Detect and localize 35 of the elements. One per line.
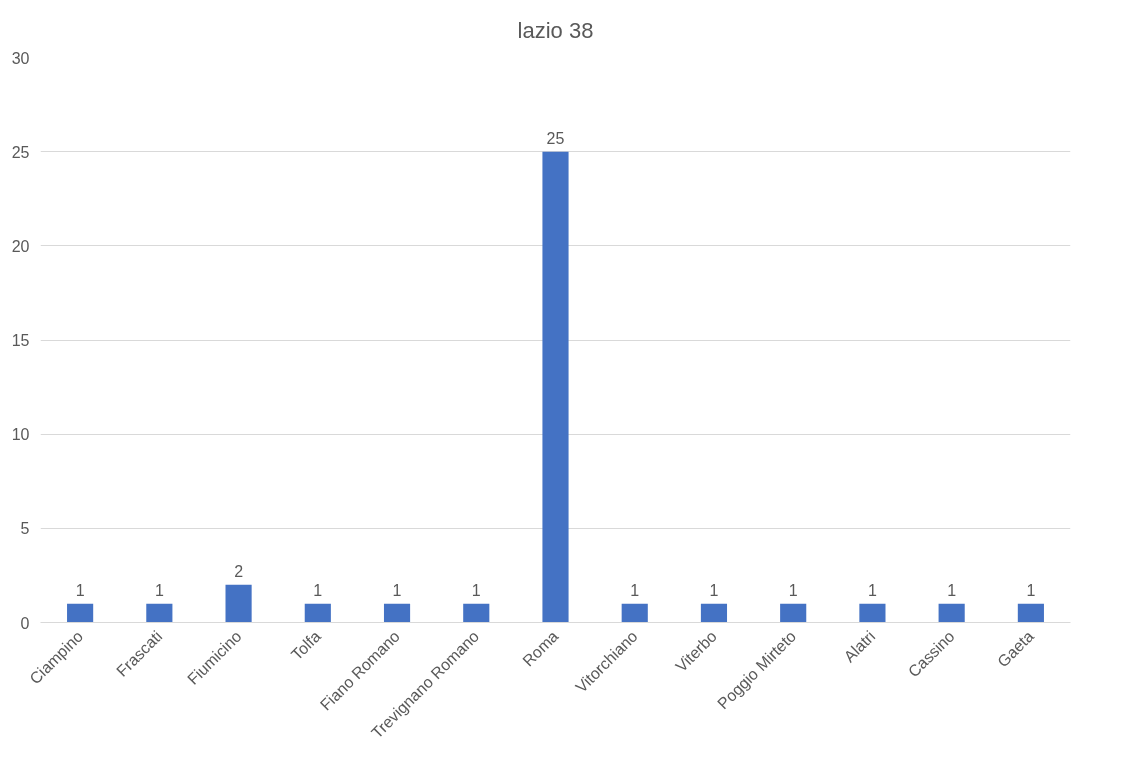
bar	[542, 151, 569, 623]
data-label: 1	[392, 581, 402, 599]
data-label: 1	[630, 581, 640, 599]
bar	[146, 603, 173, 623]
y-tick-label: 15	[11, 332, 30, 349]
bar	[700, 603, 728, 623]
y-tick-label: 0	[20, 614, 30, 632]
y-tick-label: 25	[11, 143, 30, 161]
y-tick-label: 10	[11, 426, 30, 444]
bar	[225, 584, 252, 623]
data-label: 1	[867, 581, 877, 599]
data-label: 1	[1026, 581, 1036, 599]
data-label: 1	[788, 581, 798, 599]
data-label: 1	[313, 581, 323, 599]
data-label: 1	[947, 581, 957, 599]
bar	[463, 603, 490, 623]
bar	[938, 603, 965, 623]
x-tick-label: Tolfa	[287, 627, 324, 664]
chart-title: lazio 38	[517, 17, 594, 43]
data-label: 2	[234, 562, 244, 580]
bar	[67, 603, 94, 623]
data-label: 1	[154, 581, 164, 599]
y-tick-label: 30	[11, 49, 30, 67]
bar	[859, 603, 886, 623]
y-tick-label: 20	[11, 237, 30, 255]
bar	[383, 603, 411, 623]
data-label: 1	[471, 581, 481, 599]
bar	[780, 603, 807, 623]
y-tick-label: 5	[20, 520, 30, 538]
bar	[621, 603, 648, 623]
data-label: 25	[546, 129, 565, 147]
bar	[1017, 603, 1044, 623]
data-label: 1	[75, 581, 85, 599]
bar	[304, 603, 331, 623]
data-label: 1	[709, 581, 719, 599]
